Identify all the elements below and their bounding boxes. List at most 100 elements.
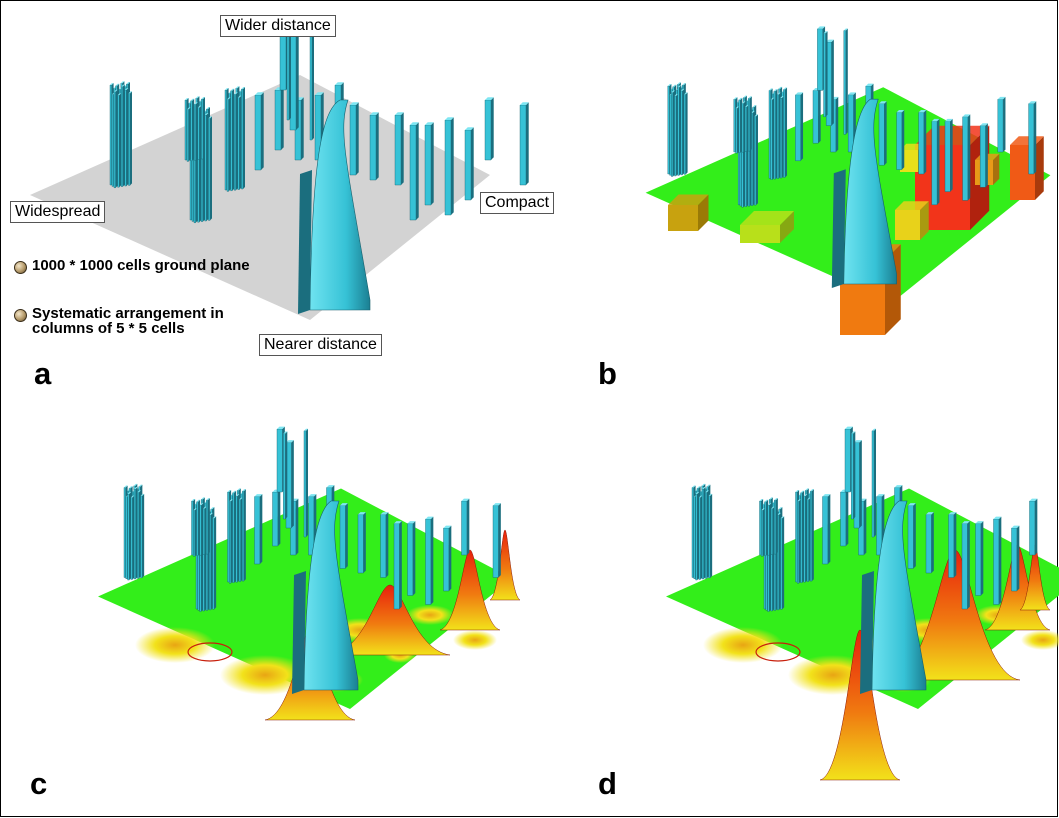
label-compact: Compact <box>480 192 555 214</box>
bar <box>683 92 688 175</box>
bar <box>380 512 389 578</box>
panel-c-scene <box>98 426 521 721</box>
bar <box>443 525 452 592</box>
bar <box>274 87 284 151</box>
bar <box>394 112 404 186</box>
bullet-icon <box>14 309 27 322</box>
bar <box>407 521 416 596</box>
curved-wall <box>292 500 359 694</box>
bar <box>492 503 501 578</box>
bar <box>962 114 971 201</box>
bar <box>812 88 821 144</box>
bar <box>484 97 494 161</box>
bar-cluster-back <box>733 95 752 154</box>
density-mound <box>220 655 310 695</box>
bar <box>925 512 934 574</box>
bar <box>186 107 191 162</box>
bar-cluster-center <box>795 488 814 584</box>
bar <box>309 20 314 141</box>
bar <box>774 498 778 555</box>
panel-letter-a: a <box>34 356 52 391</box>
bar <box>254 494 263 565</box>
bar <box>237 95 242 190</box>
bar <box>124 88 129 187</box>
bar-cluster-left <box>123 483 145 581</box>
bar <box>206 498 210 555</box>
density-peak <box>819 629 901 781</box>
legend-item-ground-plane: 1000 * 1000 cells ground plane <box>14 258 262 274</box>
panel-letter-d: d <box>598 766 617 801</box>
bar <box>931 118 940 206</box>
bar <box>748 96 752 152</box>
bar <box>425 516 434 605</box>
bar <box>424 122 434 206</box>
bullet-icon <box>14 261 27 274</box>
bar <box>795 92 804 162</box>
legend-item-arrangement: Systematic arrangement in columns of 5 *… <box>14 306 262 336</box>
bar <box>201 97 205 160</box>
bar <box>975 521 984 596</box>
bar <box>823 31 828 118</box>
density-mound <box>703 627 783 663</box>
bar <box>241 87 245 190</box>
bar <box>840 489 849 547</box>
bar <box>242 489 246 582</box>
bar <box>519 102 529 186</box>
ring-marker <box>187 642 233 662</box>
bar <box>822 494 831 565</box>
bar <box>997 96 1006 153</box>
legend-text-ground-plane: 1000 * 1000 cells ground plane <box>32 257 250 274</box>
bar <box>113 89 118 189</box>
legend-text-arrangement: Systematic arrangement in columns of 5 *… <box>32 305 224 337</box>
bar <box>190 98 195 162</box>
bar <box>853 440 862 529</box>
bar <box>212 516 217 610</box>
bar <box>1029 498 1038 556</box>
bar <box>754 114 758 206</box>
bar <box>369 112 379 181</box>
bar <box>193 102 198 161</box>
panel-a-scene <box>30 17 529 320</box>
bar <box>461 498 470 556</box>
curved-wall <box>298 99 371 314</box>
curved-wall <box>860 500 927 694</box>
bar <box>339 503 348 569</box>
bar <box>780 516 785 610</box>
bar <box>783 87 788 178</box>
bar-cluster-back <box>191 497 210 557</box>
label-widespread: Widespread <box>10 201 106 223</box>
bar <box>233 92 238 191</box>
density-mound <box>406 605 454 625</box>
bar-cluster-left <box>667 82 688 177</box>
bar <box>776 92 781 179</box>
bar <box>254 92 264 171</box>
bar-cluster-center <box>227 488 246 584</box>
bar-cluster-center <box>224 86 245 192</box>
bar <box>464 127 474 201</box>
bar <box>120 84 125 187</box>
bar-cluster-back <box>759 497 778 557</box>
bar <box>226 97 231 192</box>
bar <box>208 116 212 221</box>
bar-cluster-left <box>109 81 132 189</box>
bar <box>230 88 235 192</box>
bar <box>843 28 848 135</box>
bar-cluster-back <box>184 96 205 162</box>
bar <box>393 521 402 610</box>
density-peak <box>439 549 501 631</box>
bar <box>283 431 288 520</box>
height-block <box>1010 136 1044 200</box>
bar <box>851 431 856 520</box>
bar <box>1011 525 1020 592</box>
bar-cluster-center <box>768 86 788 180</box>
bar <box>357 512 366 574</box>
bar <box>810 489 814 582</box>
bar <box>871 428 876 538</box>
bar <box>961 521 970 610</box>
height-block <box>668 194 709 231</box>
height-block <box>895 201 929 240</box>
bar <box>128 91 132 186</box>
label-nearer-distance: Nearer distance <box>259 334 382 356</box>
bar <box>944 118 953 192</box>
